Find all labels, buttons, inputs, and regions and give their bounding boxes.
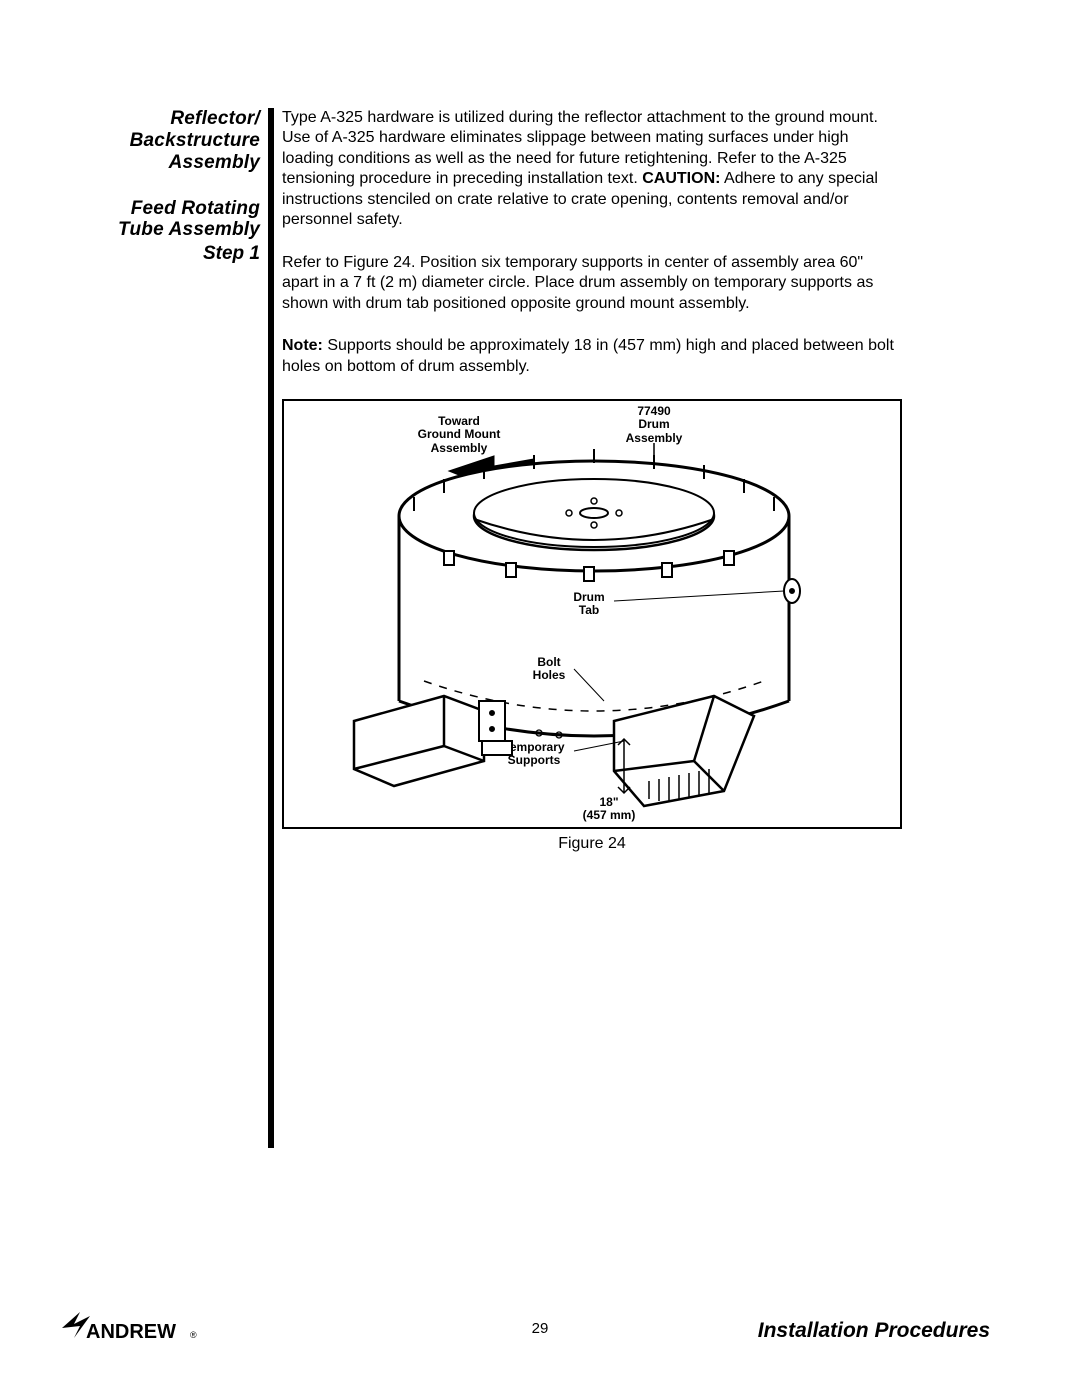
vertical-rule (268, 108, 274, 1148)
figure-box: TowardGround MountAssembly 77490DrumAsse… (282, 399, 902, 829)
note-label: Note: (282, 337, 323, 354)
footer-title: Installation Procedures (758, 1319, 990, 1343)
figure-24: TowardGround MountAssembly 77490DrumAsse… (282, 399, 902, 853)
sidebar-subsection-heading: Feed Rotating Tube Assembly (90, 198, 260, 242)
paragraph-intro: Type A-325 hardware is utilized during t… (282, 108, 902, 231)
footer: ANDREW ® 29 Installation Procedures (0, 1297, 1080, 1357)
page: Reflector/ Backstructure Assembly Feed R… (0, 0, 1080, 1397)
sidebar-section-heading: Reflector/ Backstructure Assembly (90, 108, 260, 174)
sidebar: Reflector/ Backstructure Assembly Feed R… (90, 108, 260, 265)
paragraph-note: Note: Supports should be approximately 1… (282, 336, 902, 377)
figure-caption: Figure 24 (282, 835, 902, 853)
sidebar-step-label: Step 1 (90, 243, 260, 265)
paragraph-step1: Refer to Figure 24. Position six tempora… (282, 253, 902, 314)
drum-illustration (284, 401, 904, 831)
paragraph-note-post: Supports should be approximately 18 in (… (282, 337, 894, 374)
main-content: Type A-325 hardware is utilized during t… (282, 108, 902, 853)
caution-label: CAUTION: (642, 170, 720, 187)
